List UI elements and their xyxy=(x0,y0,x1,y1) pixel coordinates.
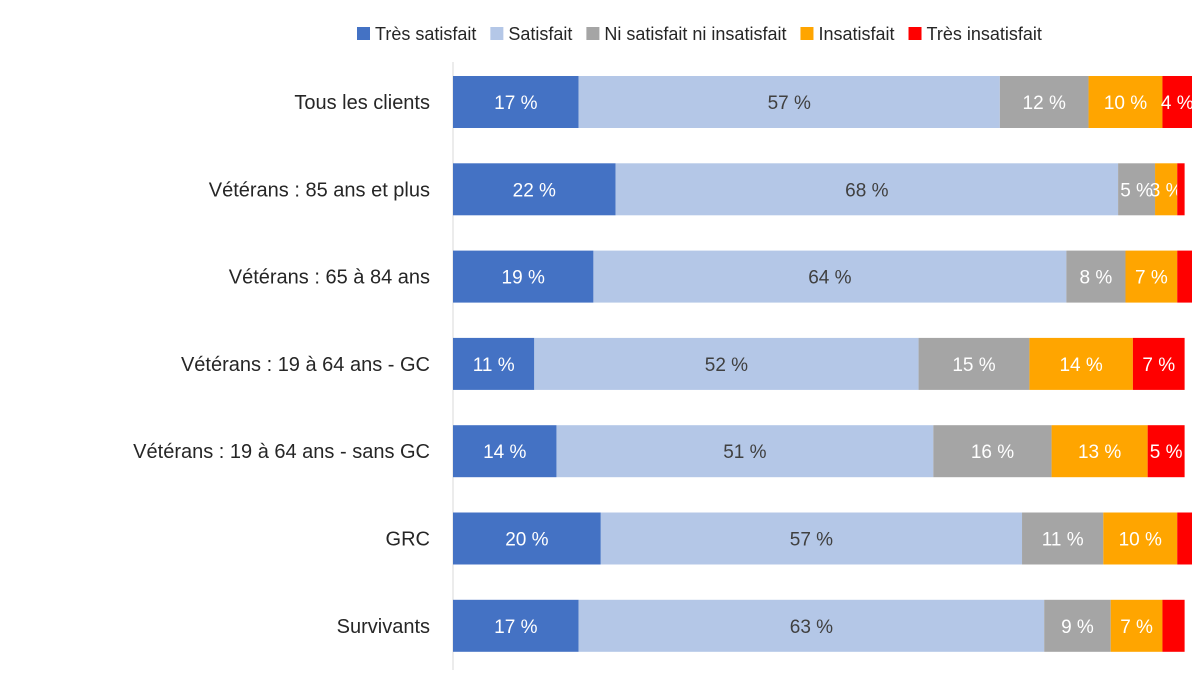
data-label: 15 % xyxy=(952,355,995,376)
bar-segment xyxy=(453,512,601,565)
bar-segment xyxy=(1177,163,1185,216)
bar-segment xyxy=(615,163,1119,216)
data-label: 12 % xyxy=(1023,93,1066,114)
data-label: 11 % xyxy=(1042,530,1084,551)
category-label: Vétérans : 19 à 64 ans - sans GC xyxy=(133,441,430,463)
bar-segment xyxy=(1066,250,1126,303)
category-label: Tous les clients xyxy=(294,92,430,114)
bar-segment xyxy=(600,512,1023,565)
data-label: 17 % xyxy=(494,617,537,638)
bar-segment xyxy=(1088,76,1163,128)
data-label: 10 % xyxy=(1104,93,1147,114)
legend-label: Ni satisfait ni insatisfait xyxy=(604,24,786,44)
data-label: 17 % xyxy=(494,93,537,114)
legend-swatch xyxy=(357,27,370,40)
bar-segment xyxy=(453,250,594,303)
data-label: 57 % xyxy=(790,530,833,551)
bar-segment xyxy=(933,425,1052,478)
data-label: 7 % xyxy=(1135,268,1168,289)
data-label: 3 % xyxy=(1150,180,1183,201)
bar-segment xyxy=(453,425,557,478)
bar-segment xyxy=(578,76,1000,128)
data-label: 5 % xyxy=(1120,180,1153,201)
bar-segment xyxy=(453,76,579,128)
data-label: 68 % xyxy=(845,180,888,201)
bar-segment xyxy=(1103,512,1178,565)
category-label: Vétérans : 19 à 64 ans - GC xyxy=(181,354,430,376)
bar-segment xyxy=(578,599,1045,652)
legend-label: Très satisfait xyxy=(375,24,476,44)
legend-swatch xyxy=(908,27,922,40)
data-label: 8 % xyxy=(1080,268,1113,289)
data-label: 7 % xyxy=(1142,355,1175,376)
category-label: Vétérans : 65 à 84 ans xyxy=(229,267,430,289)
legend-swatch xyxy=(800,27,814,40)
data-label: 13 % xyxy=(1078,442,1121,463)
bar-segment xyxy=(1177,250,1192,303)
bar-segment xyxy=(1132,337,1185,390)
legend-label: Très insatisfait xyxy=(927,24,1042,44)
data-label: 63 % xyxy=(790,617,833,638)
legend-swatch xyxy=(490,27,504,40)
bar-segment xyxy=(1147,425,1185,478)
bar-segment xyxy=(1162,76,1192,128)
bar-segment xyxy=(1155,163,1178,216)
bar-segment xyxy=(1022,512,1104,565)
data-label: 14 % xyxy=(1059,355,1102,376)
data-label: 64 % xyxy=(808,268,851,289)
data-label: 14 % xyxy=(483,442,526,463)
bar-segment xyxy=(1051,425,1148,478)
bar-segment xyxy=(1044,599,1111,652)
bar-segment xyxy=(453,163,616,216)
data-label: 51 % xyxy=(723,442,766,463)
data-label: 57 % xyxy=(768,93,811,114)
bar-segment xyxy=(556,425,934,478)
bar-segment xyxy=(1162,599,1185,652)
bar-segment xyxy=(1029,337,1133,390)
legend-label: Insatisfait xyxy=(818,24,894,44)
bar-segment xyxy=(1118,163,1156,216)
bar-segment xyxy=(534,337,919,390)
data-label: 16 % xyxy=(971,442,1014,463)
data-label: 22 % xyxy=(513,180,556,201)
data-label: 11 % xyxy=(473,355,515,376)
data-label: 9 % xyxy=(1061,617,1094,638)
legend-swatch xyxy=(586,27,600,40)
bar-segment xyxy=(1177,512,1192,565)
category-label: Survivants xyxy=(337,616,430,638)
data-label: 4 % xyxy=(1161,93,1194,114)
data-label: 19 % xyxy=(502,268,545,289)
data-label: 5 % xyxy=(1150,442,1183,463)
bar-segment xyxy=(453,337,535,390)
bar-segment xyxy=(918,337,1030,390)
data-label: 20 % xyxy=(505,530,548,551)
bar-segment xyxy=(1110,599,1163,652)
bar-segment xyxy=(453,599,579,652)
data-label: 52 % xyxy=(705,355,748,376)
bar-segment xyxy=(593,250,1067,303)
category-label: Vétérans : 85 ans et plus xyxy=(209,179,430,201)
bar-segment xyxy=(1125,250,1178,303)
data-label: 10 % xyxy=(1119,530,1162,551)
category-label: GRC xyxy=(386,529,430,551)
legend-label: Satisfait xyxy=(508,24,572,44)
bar-segment xyxy=(999,76,1089,128)
data-label: 7 % xyxy=(1120,617,1153,638)
